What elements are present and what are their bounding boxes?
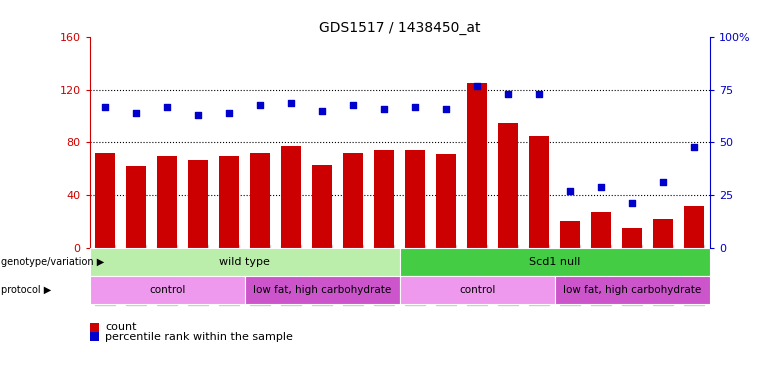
Bar [498, 123, 519, 248]
Point [564, 188, 576, 194]
Bar [684, 206, 704, 248]
Point [161, 104, 173, 110]
Point [223, 110, 236, 116]
Point [285, 100, 297, 106]
Bar [312, 165, 332, 248]
Text: control: control [149, 285, 186, 295]
Point [378, 106, 391, 112]
Point [192, 112, 204, 118]
Point [533, 91, 545, 97]
Text: protocol ▶: protocol ▶ [1, 285, 51, 295]
Point [99, 104, 112, 110]
Bar [343, 153, 363, 248]
Bar [399, 276, 555, 304]
Bar [529, 136, 549, 248]
Title: GDS1517 / 1438450_at: GDS1517 / 1438450_at [319, 21, 480, 35]
Bar [560, 221, 580, 248]
Point [657, 179, 669, 185]
Point [440, 106, 452, 112]
Bar [219, 156, 239, 248]
Bar [126, 166, 147, 248]
Point [316, 108, 328, 114]
Bar [399, 248, 710, 276]
Bar [374, 150, 395, 248]
Point [130, 110, 143, 116]
Bar [436, 154, 456, 248]
Point [502, 91, 515, 97]
Text: Scd1 null: Scd1 null [529, 256, 580, 267]
Bar [555, 276, 710, 304]
Point [409, 104, 421, 110]
Text: low fat, high carbohydrate: low fat, high carbohydrate [254, 285, 392, 295]
Bar [653, 219, 673, 248]
Bar [622, 228, 643, 248]
Point [626, 200, 639, 206]
Bar [281, 146, 301, 248]
Bar [90, 248, 399, 276]
Bar [405, 150, 425, 248]
Text: control: control [459, 285, 495, 295]
Text: wild type: wild type [219, 256, 270, 267]
Bar [95, 153, 115, 248]
Bar [250, 153, 271, 248]
Bar [591, 212, 612, 248]
Bar [90, 276, 245, 304]
Text: count: count [105, 322, 136, 332]
Point [471, 83, 484, 89]
Text: low fat, high carbohydrate: low fat, high carbohydrate [563, 285, 701, 295]
Bar [157, 156, 177, 248]
Bar [188, 159, 208, 248]
Point [688, 144, 700, 150]
Text: genotype/variation ▶: genotype/variation ▶ [1, 256, 104, 267]
Bar [245, 276, 399, 304]
Bar [467, 83, 488, 248]
Point [254, 102, 267, 108]
Text: percentile rank within the sample: percentile rank within the sample [105, 332, 293, 342]
Point [347, 102, 360, 108]
Point [595, 184, 608, 190]
